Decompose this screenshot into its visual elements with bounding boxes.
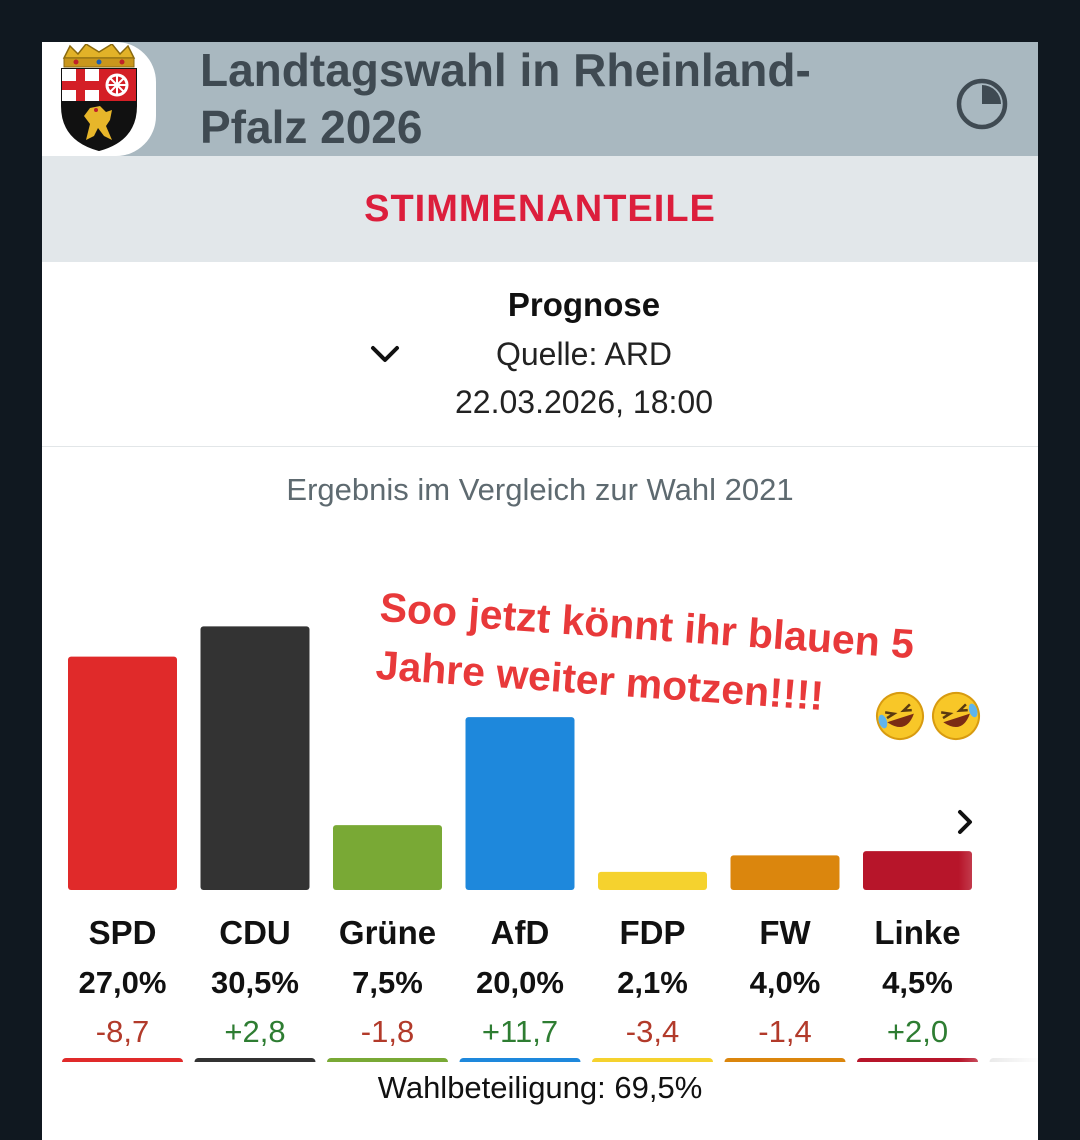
change-label: -1,8 xyxy=(361,1014,414,1049)
color-strip xyxy=(62,1058,183,1062)
color-strip xyxy=(459,1058,581,1062)
value-label: 4,5% xyxy=(882,965,953,1000)
color-strip xyxy=(327,1058,448,1062)
forecast-datetime: 22.03.2026, 18:00 xyxy=(454,384,713,420)
value-label: 30,5% xyxy=(211,965,299,1000)
change-label: +11,7 xyxy=(482,1014,558,1049)
party-label: CDU xyxy=(219,914,291,951)
title-line-1: Landtagswahl in Rheinland- xyxy=(200,44,811,96)
value-label: 4,0% xyxy=(750,965,821,1000)
change-label: -3,4 xyxy=(626,1014,679,1049)
value-label: 7,5% xyxy=(352,965,423,1000)
title-line-2: Pfalz 2026 xyxy=(200,101,423,153)
logo-container xyxy=(42,42,156,156)
party-label: SPD xyxy=(89,914,157,951)
page-title: Landtagswahl in Rheinland- Pfalz 2026 xyxy=(200,42,920,156)
party-label: Grüne xyxy=(339,914,436,951)
chevron-down-icon[interactable] xyxy=(370,344,400,366)
turnout-label: Wahlbeteiligung: 69,5% xyxy=(377,1070,703,1105)
bar-fdp[interactable] xyxy=(598,871,707,890)
section-bar xyxy=(42,156,1038,262)
rhineland-palatinate-coat-of-arms-icon xyxy=(61,44,137,152)
section-title: STIMMENANTEILE xyxy=(364,188,716,230)
election-widget: Landtagswahl in Rheinland- Pfalz 2026 ST… xyxy=(42,42,1038,1140)
widget-header: Landtagswahl in Rheinland- Pfalz 2026 xyxy=(42,42,1038,156)
color-strip xyxy=(194,1058,316,1062)
bar-afd[interactable] xyxy=(465,717,575,890)
color-strip xyxy=(724,1058,846,1062)
party-label: FDP xyxy=(620,914,686,951)
rolling-on-floor-laughing-emoji-icon xyxy=(876,692,980,740)
chevron-right-icon[interactable] xyxy=(958,810,972,834)
pie-chart-icon[interactable] xyxy=(954,76,1010,132)
value-label: 27,0% xyxy=(79,965,167,1000)
bar-fw[interactable] xyxy=(730,855,840,890)
change-label: -1,4 xyxy=(758,1014,811,1049)
divider xyxy=(42,446,1038,447)
color-strip xyxy=(989,1058,1038,1062)
forecast-type[interactable]: Prognose xyxy=(507,286,661,323)
forecast-source: Quelle: ARD xyxy=(495,336,673,372)
bar-spd[interactable] xyxy=(68,656,177,890)
color-strip xyxy=(592,1058,713,1062)
value-label: 20,0% xyxy=(476,965,564,1000)
change-label: -8,7 xyxy=(96,1014,149,1049)
party-label: Linke xyxy=(874,914,960,951)
change-label: +2,8 xyxy=(224,1014,285,1049)
party-label: FW xyxy=(759,914,811,951)
bar-cdu[interactable] xyxy=(200,626,310,890)
party-label: AfD xyxy=(491,914,550,951)
bar-linke[interactable] xyxy=(863,851,972,890)
chart-title: Ergebnis im Vergleich zur Wahl 2021 xyxy=(286,472,794,507)
bar-grüne[interactable] xyxy=(333,825,442,890)
change-label: +2,0 xyxy=(887,1014,948,1049)
color-strip xyxy=(857,1058,978,1062)
value-label: 2,1% xyxy=(617,965,688,1000)
